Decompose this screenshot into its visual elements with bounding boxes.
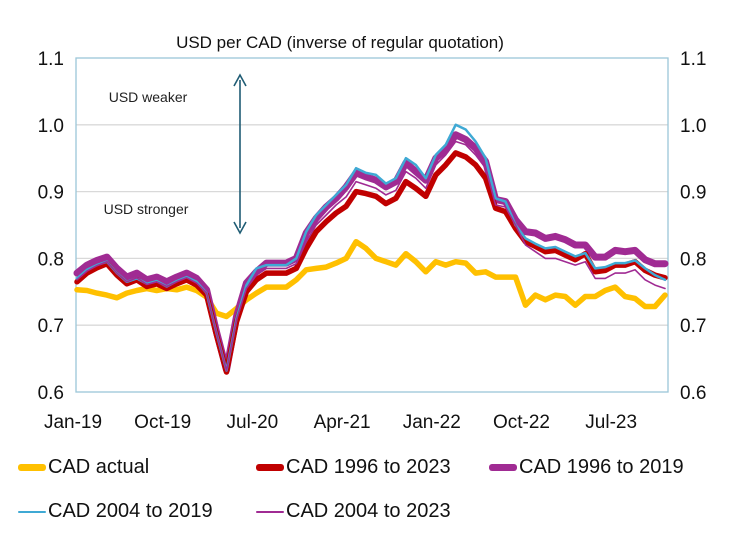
secondary-y-tick-label: 0.8 (680, 249, 706, 270)
secondary-y-tick-label: 0.9 (680, 183, 706, 204)
y-tick-label: 1.0 (38, 116, 64, 137)
legend-item-cad-2004-2023: CAD 2004 to 2023 (256, 500, 451, 523)
y-tick-label: 0.7 (38, 316, 64, 337)
legend-item-cad-1996-2019: CAD 1996 to 2019 (489, 456, 684, 479)
x-tick-label: Oct-22 (493, 412, 550, 433)
annotation-usd-weaker: USD weaker (109, 89, 188, 105)
legend-label: CAD 1996 to 2023 (286, 456, 451, 478)
secondary-y-tick-label: 1.0 (680, 116, 706, 137)
legend-swatch (18, 510, 46, 513)
secondary-y-tick-label: 0.7 (680, 316, 706, 337)
legend-item-cad-2004-2019: CAD 2004 to 2019 (18, 500, 213, 523)
secondary-y-tick-label: 1.1 (680, 49, 706, 70)
annotation-usd-stronger: USD stronger (104, 201, 189, 217)
legend-swatch (256, 510, 284, 513)
legend-item-cad-1996-2023: CAD 1996 to 2023 (256, 456, 451, 479)
x-tick-label: Jan-22 (403, 412, 461, 433)
x-tick-label: Oct-19 (134, 412, 191, 433)
plot-area-border (75, 57, 669, 393)
series-line-cad-actual (74, 238, 668, 320)
x-tick-label: Jul-23 (585, 412, 637, 433)
series-line-cad-1996-to-2019 (73, 131, 669, 374)
x-tick-label: Jul-20 (227, 412, 279, 433)
legend-label: CAD 2004 to 2023 (286, 500, 451, 522)
y-tick-label: 0.9 (38, 183, 64, 204)
y-tick-label: 0.8 (38, 249, 64, 270)
arrow-up-head (233, 73, 247, 87)
legend-label: CAD actual (48, 456, 150, 478)
x-tick-label: Jan-19 (44, 412, 102, 433)
legend-label: CAD 1996 to 2019 (519, 456, 684, 478)
legend-swatch (18, 464, 46, 471)
x-tick-label: Apr-21 (314, 412, 371, 433)
secondary-y-tick-label: 0.6 (680, 383, 706, 404)
chart-title: USD per CAD (inverse of regular quotatio… (176, 33, 504, 52)
series-line-cad-2004-to-2023 (76, 140, 666, 372)
legend-swatch (489, 464, 517, 471)
series-line-cad-1996-to-2023 (74, 150, 668, 375)
y-tick-label: 1.1 (38, 49, 64, 70)
y-tick-label: 0.6 (38, 383, 64, 404)
arrow-down-head (233, 221, 247, 235)
legend-label: CAD 2004 to 2019 (48, 500, 213, 522)
legend-swatch (256, 464, 284, 471)
legend-item-cad-actual: CAD actual (18, 456, 149, 479)
